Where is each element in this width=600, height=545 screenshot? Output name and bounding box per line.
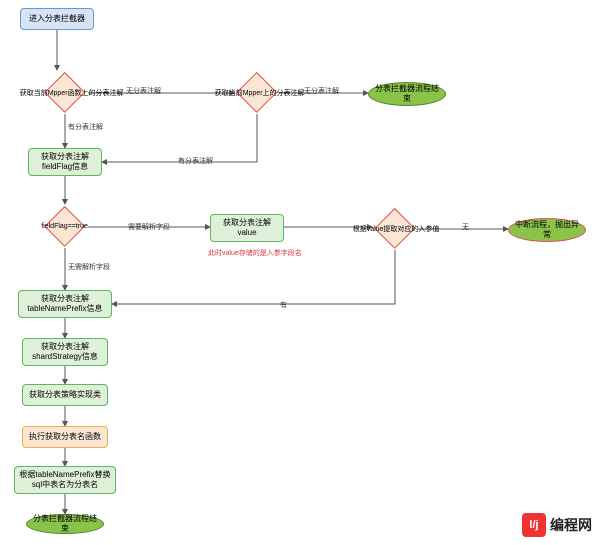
node-b1: 获取分表注解 fieldFlag信息	[28, 148, 102, 176]
node-err: 中断流程，抛出异常	[508, 218, 586, 242]
node-b6: 执行获取分表名函数	[22, 426, 108, 448]
edge-label-l2: 无分表注解	[304, 86, 339, 96]
node-end2: 分表拦截器流程结束	[26, 514, 104, 534]
node-b2: 获取分表注解 value	[210, 214, 284, 242]
node-b4: 获取分表注解 shardStrategy信息	[22, 338, 108, 366]
node-d3: fieldFlag==true	[44, 206, 86, 248]
node-start: 进入分表拦截器	[20, 8, 94, 30]
annotation-note: 此时value存储的是入参字段名	[208, 248, 302, 258]
site-logo: l/j 编程网	[522, 513, 592, 537]
edge-label-l1: 无分表注解	[126, 86, 161, 96]
flowchart-canvas: 进入分表拦截器获取当前Mpper函数上的分表注解获取当前Mpper上的分表注解分…	[0, 0, 600, 545]
node-b3: 获取分表注解 tableNamePrefix信息	[18, 290, 112, 318]
node-b5: 获取分表策略实现类	[22, 384, 108, 406]
node-d4: 根据value提取对应的入参值	[374, 208, 416, 250]
node-d1-label: 获取当前Mpper函数上的分表注解	[20, 88, 110, 98]
logo-text: 编程网	[550, 515, 592, 535]
node-end1: 分表拦截器流程结束	[368, 82, 446, 106]
node-d1: 获取当前Mpper函数上的分表注解	[44, 72, 86, 114]
edge-label-l3: 有分表注解	[68, 122, 103, 132]
edge-label-l5: 需要解析字段	[128, 222, 170, 232]
node-d3-label: fieldFlag==true	[42, 223, 89, 230]
edge-label-l4: 有分表注解	[178, 156, 213, 166]
edge-label-l6: 无需解析字段	[68, 262, 110, 272]
node-d4-label: 根据value提取对应的入参值	[353, 224, 437, 234]
logo-icon: l/j	[522, 513, 546, 537]
node-d2-label: 获取当前Mpper上的分表注解	[215, 88, 299, 98]
node-b7: 根据tableNamePrefix替换 sql中表名为分表名	[14, 466, 116, 494]
edge-label-l7: 无	[462, 222, 469, 232]
edge-label-l8: 有	[280, 300, 287, 310]
node-d2: 获取当前Mpper上的分表注解	[236, 72, 278, 114]
